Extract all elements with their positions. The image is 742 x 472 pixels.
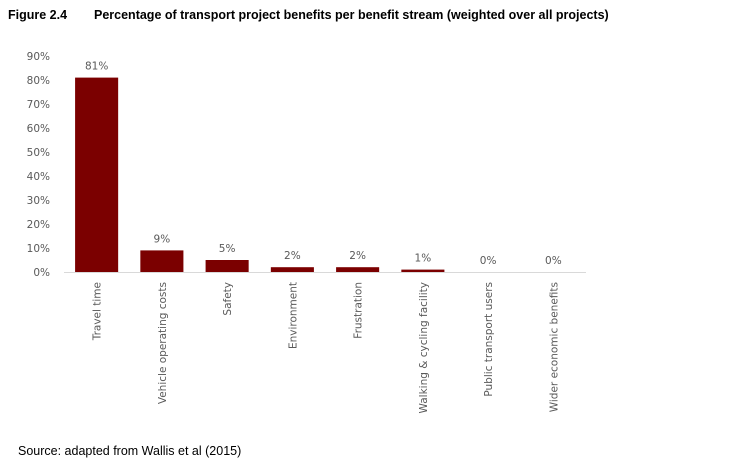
data-label: 9%	[154, 233, 171, 245]
figure-label: Figure 2.4	[8, 8, 68, 22]
category-label: Travel time	[92, 282, 104, 341]
figure-header: Figure 2.4 Percentage of transport projec…	[8, 8, 736, 22]
data-labels: 81% 9% 5% 2% 2% 1% 0% 0%	[85, 61, 562, 267]
figure-title: Percentage of transport project benefits…	[94, 8, 609, 22]
category-label: Safety	[222, 282, 234, 316]
category-label: Walking & cycling facility	[418, 282, 430, 413]
y-tick-label: 40%	[27, 171, 50, 183]
bars	[75, 77, 445, 272]
y-tick-label: 30%	[27, 195, 50, 207]
data-label: 1%	[415, 253, 432, 265]
bar	[75, 77, 119, 272]
data-label: 2%	[349, 250, 366, 262]
bar	[140, 250, 184, 272]
data-label: 2%	[284, 250, 301, 262]
data-label: 0%	[545, 255, 562, 267]
bar	[205, 260, 249, 272]
y-tick-label: 90%	[27, 51, 50, 63]
bar	[270, 267, 314, 272]
category-label: Environment	[287, 282, 299, 349]
bar-chart: 0% 10% 20% 30% 40% 50% 60% 70% 80% 90% 81% 9% 5% 2% 2…	[27, 51, 586, 413]
category-labels: Travel time Vehicle operating costs Safety…	[92, 282, 561, 413]
y-tick-label: 80%	[27, 75, 50, 87]
y-tick-label: 20%	[27, 219, 50, 231]
category-label: Vehicle operating costs	[157, 282, 169, 404]
y-tick-label: 70%	[27, 99, 50, 111]
y-tick-label: 50%	[27, 147, 50, 159]
data-label: 5%	[219, 243, 236, 255]
category-label: Frustration	[353, 282, 365, 339]
source-note: Source: adapted from Wallis et al (2015)	[18, 444, 242, 458]
y-tick-label: 0%	[33, 267, 50, 279]
y-axis: 0% 10% 20% 30% 40% 50% 60% 70% 80% 90%	[27, 51, 50, 279]
category-label: Wider economic benefits	[548, 282, 560, 412]
data-label: 81%	[85, 61, 108, 73]
category-label: Public transport users	[483, 282, 495, 397]
y-tick-label: 10%	[27, 243, 50, 255]
bar	[401, 269, 445, 272]
y-tick-label: 60%	[27, 123, 50, 135]
data-label: 0%	[480, 255, 497, 267]
bar	[336, 267, 380, 272]
